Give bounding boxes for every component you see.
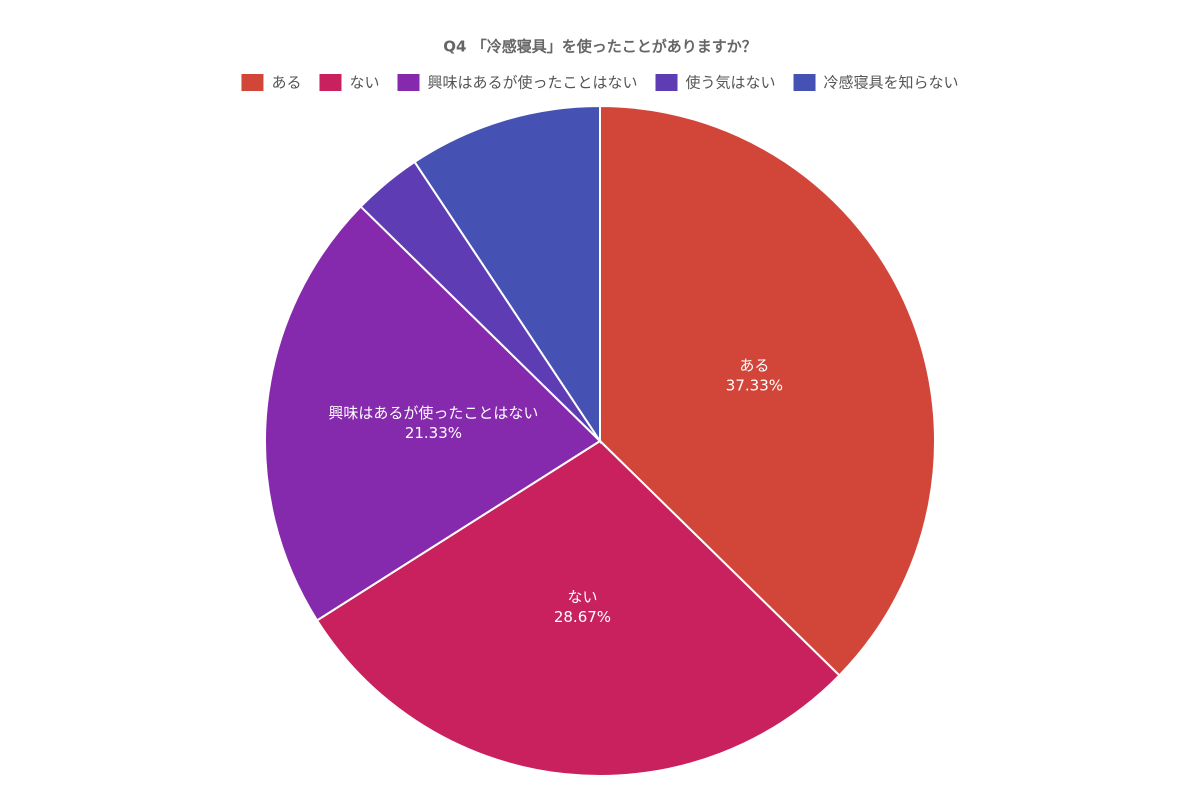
legend: ある ない 興味はあるが使ったことはない 使う気はない 冷感寝具を知らない: [241, 74, 959, 92]
legend-swatch: [319, 74, 342, 91]
legend-label: 冷感寝具を知らない: [824, 74, 959, 92]
legend-swatch: [793, 74, 816, 91]
slice-category-label: ない: [567, 588, 597, 606]
legend-swatch: [241, 74, 264, 91]
pie-slice: [315, 439, 841, 777]
pie-slice: [264, 205, 602, 622]
pie-slice: [599, 104, 936, 677]
slice-value-label: 21.33%: [405, 424, 462, 442]
legend-label: 使う気はない: [686, 74, 776, 92]
legend-swatch: [397, 74, 420, 91]
legend-label: 興味はあるが使ったことはない: [427, 74, 637, 92]
chart-title: Q4 「冷感寝具」を使ったことがありますか？: [443, 38, 756, 56]
legend-label: ある: [271, 74, 301, 92]
legend-swatch: [655, 74, 678, 91]
legend-label: ない: [349, 74, 379, 92]
slice-category-label: 興味はあるが使ったことはない: [328, 404, 538, 422]
slice-value-label: 37.33%: [726, 377, 783, 395]
slice-value-label: 28.67%: [554, 608, 611, 626]
slice-category-label: ある: [739, 357, 769, 375]
pie-slice: [413, 104, 601, 445]
